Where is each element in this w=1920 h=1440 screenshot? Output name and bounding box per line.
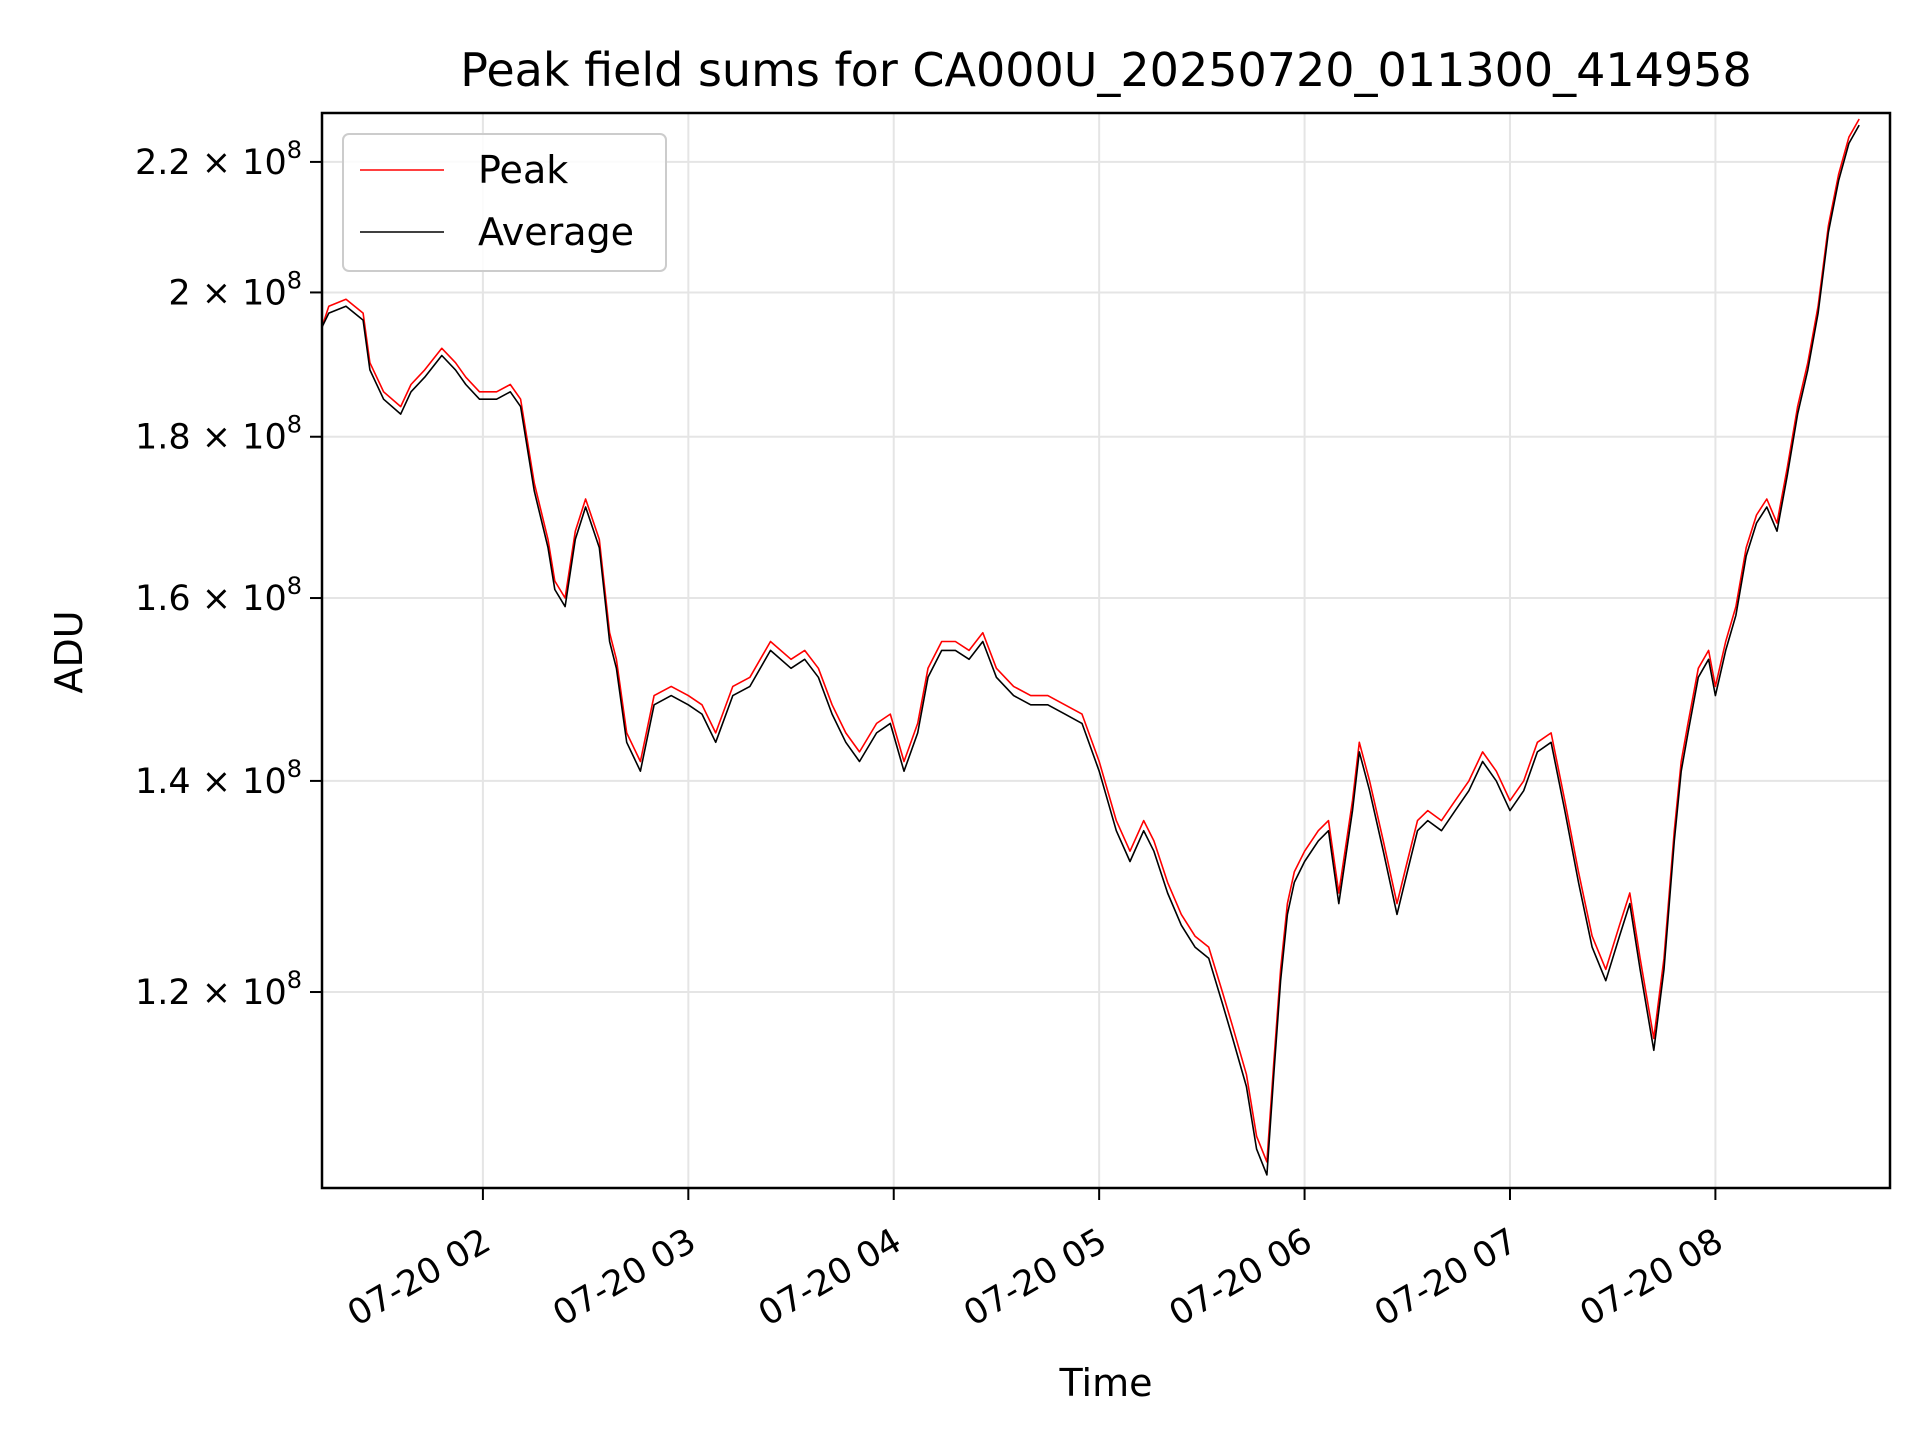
chart-title: Peak field sums for CA000U_20250720_0113… xyxy=(460,43,1752,97)
legend-label-peak: Peak xyxy=(478,148,568,192)
y-tick-label: 2 × 108 xyxy=(168,266,302,313)
legend: Peak Average xyxy=(342,133,667,272)
y-tick-mantissa: 1.4 × 10 xyxy=(135,762,287,802)
y-tick-label: 1.2 × 108 xyxy=(135,966,302,1013)
grid-lines xyxy=(322,113,1890,1188)
y-tick-exponent: 8 xyxy=(287,572,302,600)
legend-box xyxy=(342,133,667,272)
y-axis-label: ADU xyxy=(47,610,91,693)
y-tick-label: 1.6 × 108 xyxy=(135,572,302,619)
y-tick-mantissa: 1.2 × 10 xyxy=(135,973,287,1013)
y-tick-exponent: 8 xyxy=(287,136,302,164)
y-tick-mantissa: 2.2 × 10 xyxy=(135,143,287,183)
y-tick-exponent: 8 xyxy=(287,266,302,294)
y-tick-label: 1.8 × 108 xyxy=(135,411,302,458)
plot-area-frame xyxy=(320,111,1892,1190)
y-tick-mantissa: 1.8 × 10 xyxy=(135,418,287,458)
y-tick-exponent: 8 xyxy=(287,966,302,994)
series-lines xyxy=(321,118,1860,1176)
series-line-average xyxy=(321,124,1860,1176)
y-tick-mantissa: 1.6 × 10 xyxy=(135,579,287,619)
y-tick-mantissa: 2 × 10 xyxy=(168,273,286,313)
x-axis-label: Time xyxy=(1059,1361,1153,1405)
y-tick-exponent: 8 xyxy=(287,411,302,439)
legend-label-average: Average xyxy=(478,210,634,254)
y-tick-label: 1.4 × 108 xyxy=(135,755,302,802)
series-line-peak xyxy=(321,118,1860,1163)
y-tick-label: 2.2 × 108 xyxy=(135,136,302,183)
y-tick-exponent: 8 xyxy=(287,755,302,783)
